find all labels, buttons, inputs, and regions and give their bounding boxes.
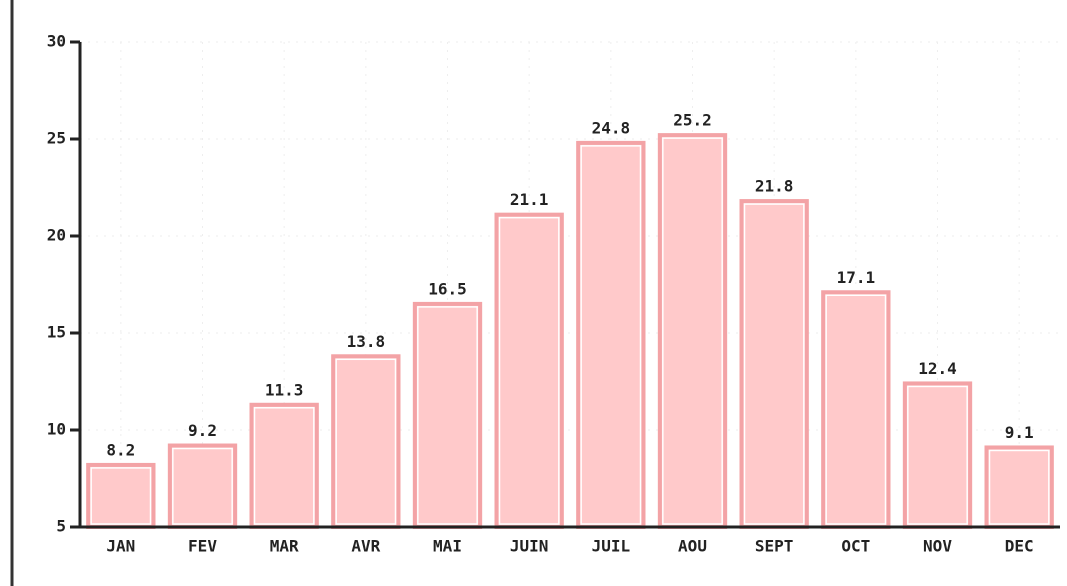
x-tick-label: OCT bbox=[841, 537, 870, 556]
x-tick-label: DEC bbox=[1005, 537, 1034, 556]
bar bbox=[821, 290, 891, 530]
value-label: 11.3 bbox=[265, 380, 304, 399]
bar bbox=[739, 199, 809, 530]
y-tick-label: 5 bbox=[56, 517, 66, 536]
value-label: 21.8 bbox=[755, 177, 794, 196]
x-tick-label: SEPT bbox=[755, 537, 794, 556]
value-label: 17.1 bbox=[837, 268, 876, 287]
x-tick-label: JAN bbox=[106, 537, 135, 556]
bar-highlight bbox=[988, 449, 1050, 525]
value-label: 9.2 bbox=[188, 421, 217, 440]
y-tick-label: 20 bbox=[47, 226, 66, 245]
bar bbox=[167, 443, 238, 529]
x-tick-label: JUIN bbox=[510, 537, 549, 556]
y-tick-label: 30 bbox=[47, 32, 66, 51]
bar-highlight bbox=[335, 358, 397, 525]
x-tick-label: AOU bbox=[678, 537, 707, 556]
bar-highlight bbox=[90, 467, 152, 525]
bar bbox=[412, 301, 483, 529]
y-tick-label: 25 bbox=[47, 129, 66, 148]
bar-highlight bbox=[907, 385, 968, 525]
value-label: 13.8 bbox=[347, 332, 386, 351]
x-tick-label: FEV bbox=[188, 537, 217, 556]
bar-highlight bbox=[580, 145, 642, 525]
y-tick-label: 10 bbox=[47, 420, 66, 439]
bar bbox=[984, 445, 1054, 529]
value-label: 8.2 bbox=[106, 440, 135, 459]
x-tick-label: MAI bbox=[433, 537, 462, 556]
x-tick-label: AVR bbox=[351, 537, 380, 556]
bar-highlight bbox=[662, 137, 723, 525]
bar-highlight bbox=[253, 407, 315, 525]
bar-highlight bbox=[498, 216, 560, 525]
value-label: 21.1 bbox=[510, 190, 549, 209]
value-label: 16.5 bbox=[428, 279, 467, 298]
bar-highlight bbox=[825, 294, 887, 525]
value-label: 9.1 bbox=[1005, 423, 1034, 442]
bar-highlight bbox=[743, 203, 805, 525]
x-tick-label: MAR bbox=[270, 537, 299, 556]
x-tick-label: JUIL bbox=[592, 537, 631, 556]
bar bbox=[494, 212, 564, 529]
x-tick-label: NOV bbox=[923, 537, 952, 556]
bar bbox=[331, 354, 401, 529]
bar bbox=[657, 133, 728, 529]
bar-highlight bbox=[417, 306, 478, 525]
bar bbox=[902, 381, 973, 529]
bar-highlight bbox=[172, 447, 233, 525]
value-label: 25.2 bbox=[673, 111, 712, 130]
bar bbox=[576, 140, 646, 529]
bar bbox=[249, 402, 319, 529]
bar bbox=[86, 462, 156, 530]
value-label: 12.4 bbox=[918, 359, 957, 378]
value-label: 24.8 bbox=[592, 118, 631, 137]
y-tick-label: 15 bbox=[47, 323, 66, 342]
